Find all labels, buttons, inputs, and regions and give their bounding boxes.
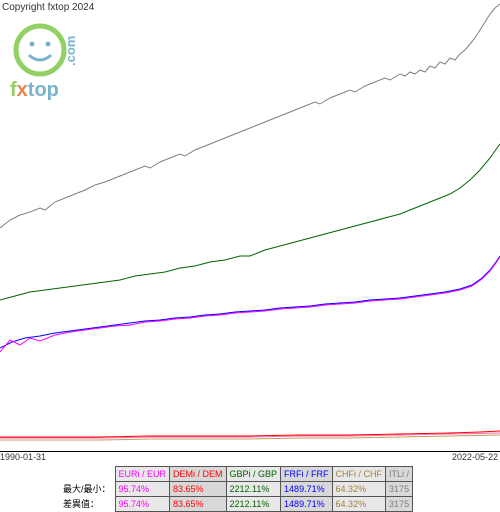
table-cell: 2212.11% bbox=[226, 497, 281, 512]
chart-container: Copyright fxtop 2024 .com fxtop 1990-01-… bbox=[0, 0, 500, 500]
table-row: 差異值：95.74%83.65%2212.11%1489.71%64.32%31… bbox=[60, 497, 413, 512]
col-header: FRFi / FRF bbox=[281, 467, 333, 482]
table-row: 最大/最小：95.74%83.65%2212.11%1489.71%64.32%… bbox=[60, 482, 413, 497]
table-cell: 3175 bbox=[386, 482, 413, 497]
series-line-green-mid bbox=[0, 144, 500, 300]
series-line-gray-top bbox=[0, 4, 500, 228]
series-line-blue bbox=[0, 256, 500, 348]
table-corner bbox=[60, 467, 115, 482]
table-cell: 1489.71% bbox=[281, 497, 333, 512]
row-label: 差異值： bbox=[60, 497, 115, 512]
col-header: ITLi / bbox=[386, 467, 413, 482]
row-label: 最大/最小： bbox=[60, 482, 115, 497]
summary-table: EURi / EURDEMi / DEMGBPi / GBPFRFi / FRF… bbox=[60, 466, 413, 512]
table-cell: 95.74% bbox=[115, 482, 170, 497]
chart-area bbox=[0, 0, 500, 452]
table-cell: 2212.11% bbox=[226, 482, 281, 497]
table-cell: 3175 bbox=[386, 497, 413, 512]
chart-lines bbox=[0, 0, 500, 452]
table-cell: 95.74% bbox=[115, 497, 170, 512]
table-cell: 64.32% bbox=[332, 497, 386, 512]
table-cell: 83.65% bbox=[170, 482, 227, 497]
col-header: DEMi / DEM bbox=[170, 467, 227, 482]
table-header-row: EURi / EURDEMi / DEMGBPi / GBPFRFi / FRF… bbox=[60, 467, 413, 482]
x-axis-labels: 1990-01-31 2022-05-22 bbox=[0, 452, 500, 464]
col-header: CHFi / CHF bbox=[332, 467, 386, 482]
col-header: GBPi / GBP bbox=[226, 467, 281, 482]
x-end-label: 2022-05-22 bbox=[452, 452, 498, 462]
series-line-magenta bbox=[0, 257, 500, 352]
table-cell: 1489.71% bbox=[281, 482, 333, 497]
x-start-label: 1990-01-31 bbox=[0, 452, 46, 462]
table-cell: 64.32% bbox=[332, 482, 386, 497]
copyright-text: Copyright fxtop 2024 bbox=[2, 2, 94, 13]
col-header: EURi / EUR bbox=[115, 467, 170, 482]
table-cell: 83.65% bbox=[170, 497, 227, 512]
